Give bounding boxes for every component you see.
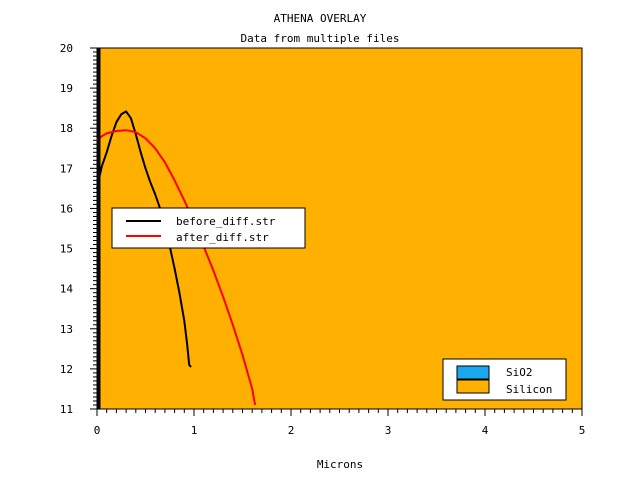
x-tick-label: 2	[288, 424, 295, 437]
y-tick-label: 20	[60, 42, 73, 55]
sio2-label: SiO2	[506, 366, 533, 379]
x-tick-label: 4	[482, 424, 489, 437]
chart-title: ATHENA OVERLAY	[274, 12, 367, 25]
y-tick-label: 18	[60, 122, 73, 135]
y-tick-label: 13	[60, 323, 73, 336]
silicon-swatch	[456, 379, 490, 394]
y-tick-label: 15	[60, 243, 73, 256]
y-tick-label: 12	[60, 363, 73, 376]
silicon-label: Silicon	[506, 383, 552, 396]
sio2-swatch	[456, 365, 490, 380]
legend-label-after: after_diff.str	[176, 231, 269, 244]
x-tick-label: 3	[385, 424, 392, 437]
series-layer	[96, 110, 257, 406]
x-tick-label: 5	[579, 424, 586, 437]
y-tick-label: 17	[60, 162, 73, 175]
materials-legend: SiO2 Silicon	[442, 358, 567, 401]
y-axis: 11 12 13 14 15 16 17 18 19 20	[60, 42, 97, 416]
x-tick-label: 1	[191, 424, 198, 437]
y-tick-label: 19	[60, 82, 73, 95]
legend-label-before: before_diff.str	[176, 215, 276, 228]
series-line-1	[96, 129, 257, 406]
series-line-0	[96, 110, 192, 368]
series-legend-box	[111, 207, 306, 249]
x-tick-label: 0	[94, 424, 101, 437]
y-tick-label: 14	[60, 283, 74, 296]
x-axis-label: Microns	[317, 458, 363, 471]
y-tick-label: 11	[60, 403, 73, 416]
x-axis: 0 1 2 3 4 5	[94, 409, 586, 437]
y-tick-label: 16	[60, 202, 73, 215]
series-legend: before_diff.str after_diff.str	[111, 207, 306, 249]
chart-subtitle: Data from multiple files	[241, 32, 400, 45]
